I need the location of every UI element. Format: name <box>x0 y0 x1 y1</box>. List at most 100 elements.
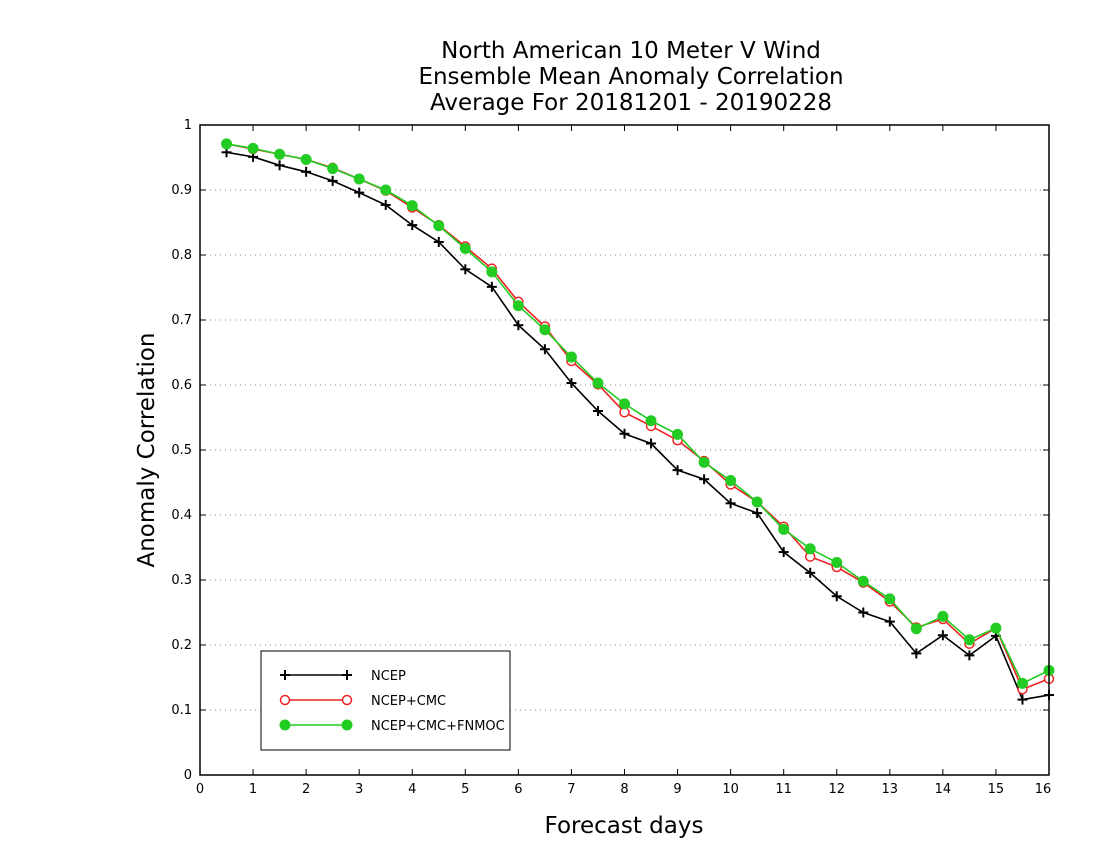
x-tick-label: 13 <box>882 782 899 797</box>
x-tick-label: 1 <box>249 782 257 797</box>
data-point <box>221 138 233 150</box>
data-point <box>831 556 843 568</box>
data-point <box>805 567 816 578</box>
data-point <box>751 496 763 508</box>
data-point <box>752 508 763 519</box>
x-tick-label: 8 <box>620 782 628 797</box>
y-tick-label: 1 <box>184 118 192 133</box>
data-point <box>354 187 365 198</box>
series-line <box>226 143 1050 691</box>
data-point <box>301 166 312 177</box>
data-point <box>274 148 286 160</box>
data-point <box>778 547 789 558</box>
legend-marker-end <box>341 719 353 731</box>
data-point <box>619 428 630 439</box>
plot-frame <box>199 124 1050 776</box>
data-point <box>512 300 524 312</box>
title-line-2: Ensemble Mean Anomaly Correlation <box>418 64 843 90</box>
legend-marker-start <box>280 670 290 680</box>
data-point <box>486 266 498 278</box>
data-point <box>911 648 922 659</box>
x-tick-label: 2 <box>302 782 310 797</box>
legend-label: NCEP+CMC <box>371 694 446 709</box>
data-point <box>433 220 445 232</box>
legend-marker-start <box>279 694 291 706</box>
data-point <box>884 593 896 605</box>
legend-label: NCEP <box>371 669 406 684</box>
gridlines <box>200 189 1049 711</box>
data-point <box>645 415 657 427</box>
series-2 <box>221 138 1055 689</box>
y-tick-label: 0.7 <box>171 313 192 328</box>
y-tick-label: 0.3 <box>171 573 192 588</box>
title-line-1: North American 10 Meter V Wind <box>441 38 821 64</box>
legend-marker-end <box>342 670 352 680</box>
x-tick-label: 16 <box>1035 782 1052 797</box>
data-point <box>327 175 338 186</box>
data-point <box>672 465 683 476</box>
series-0 <box>221 147 1054 705</box>
data-point <box>619 398 630 410</box>
x-tick-label: 7 <box>567 782 575 797</box>
data-point <box>539 324 551 336</box>
data-point <box>460 264 471 275</box>
data-point <box>539 344 550 355</box>
data-point <box>274 160 285 171</box>
data-point <box>699 474 710 485</box>
data-point <box>725 498 736 509</box>
y-tick-label: 0.6 <box>171 378 192 393</box>
x-tick-label: 0 <box>196 782 204 797</box>
data-point <box>406 200 418 212</box>
series-layer <box>221 138 1055 705</box>
data-point <box>937 610 949 622</box>
data-point <box>1016 677 1028 689</box>
data-point <box>380 199 391 210</box>
data-point <box>459 243 471 254</box>
data-point <box>486 281 497 292</box>
data-point <box>247 142 259 154</box>
data-point <box>592 377 604 389</box>
data-point <box>857 575 869 587</box>
x-tick-label: 10 <box>722 782 739 797</box>
y-tick-label: 0.2 <box>171 638 192 653</box>
data-point <box>433 237 444 247</box>
data-point <box>963 634 975 646</box>
x-axis-label: Forecast days <box>545 813 704 839</box>
x-tick-label: 5 <box>461 782 469 797</box>
data-point <box>566 378 577 389</box>
series-line <box>226 151 1050 701</box>
y-tick-label: 0.8 <box>171 248 192 263</box>
x-tick-label: 6 <box>514 782 522 797</box>
data-point <box>990 622 1002 634</box>
data-point <box>353 173 365 185</box>
y-tick-label: 0.1 <box>171 703 192 718</box>
x-tick-label: 3 <box>355 782 363 797</box>
x-tick-label: 12 <box>828 782 845 797</box>
data-point <box>592 406 603 416</box>
data-point <box>910 623 922 635</box>
data-point <box>407 220 418 231</box>
y-axis-label: Anomaly Correlation <box>134 332 160 567</box>
legend-item: NCEP+CMC <box>279 694 446 709</box>
series-1 <box>221 138 1055 695</box>
data-point <box>300 153 312 165</box>
data-point <box>778 523 790 535</box>
legend-label: NCEP+CMC+FNMOC <box>371 719 505 734</box>
y-tick-label: 0.4 <box>171 508 192 523</box>
data-point <box>565 351 577 363</box>
y-tick-label: 0.5 <box>171 443 192 458</box>
data-point <box>804 543 816 555</box>
legend-marker-start <box>279 719 291 731</box>
data-point <box>725 475 737 487</box>
y-tick-label: 0.9 <box>171 183 192 198</box>
series-line <box>226 143 1050 685</box>
data-point <box>513 320 524 331</box>
data-point <box>327 163 339 175</box>
legend: NCEP NCEP+CMC NCEP+CMC+FNMOC <box>260 650 511 751</box>
x-tick-label: 11 <box>775 782 792 797</box>
title-line-3: Average For 20181201 - 20190228 <box>430 90 832 116</box>
legend-item: NCEP <box>280 669 406 684</box>
data-point <box>646 438 657 449</box>
x-tick-label: 14 <box>935 782 952 797</box>
